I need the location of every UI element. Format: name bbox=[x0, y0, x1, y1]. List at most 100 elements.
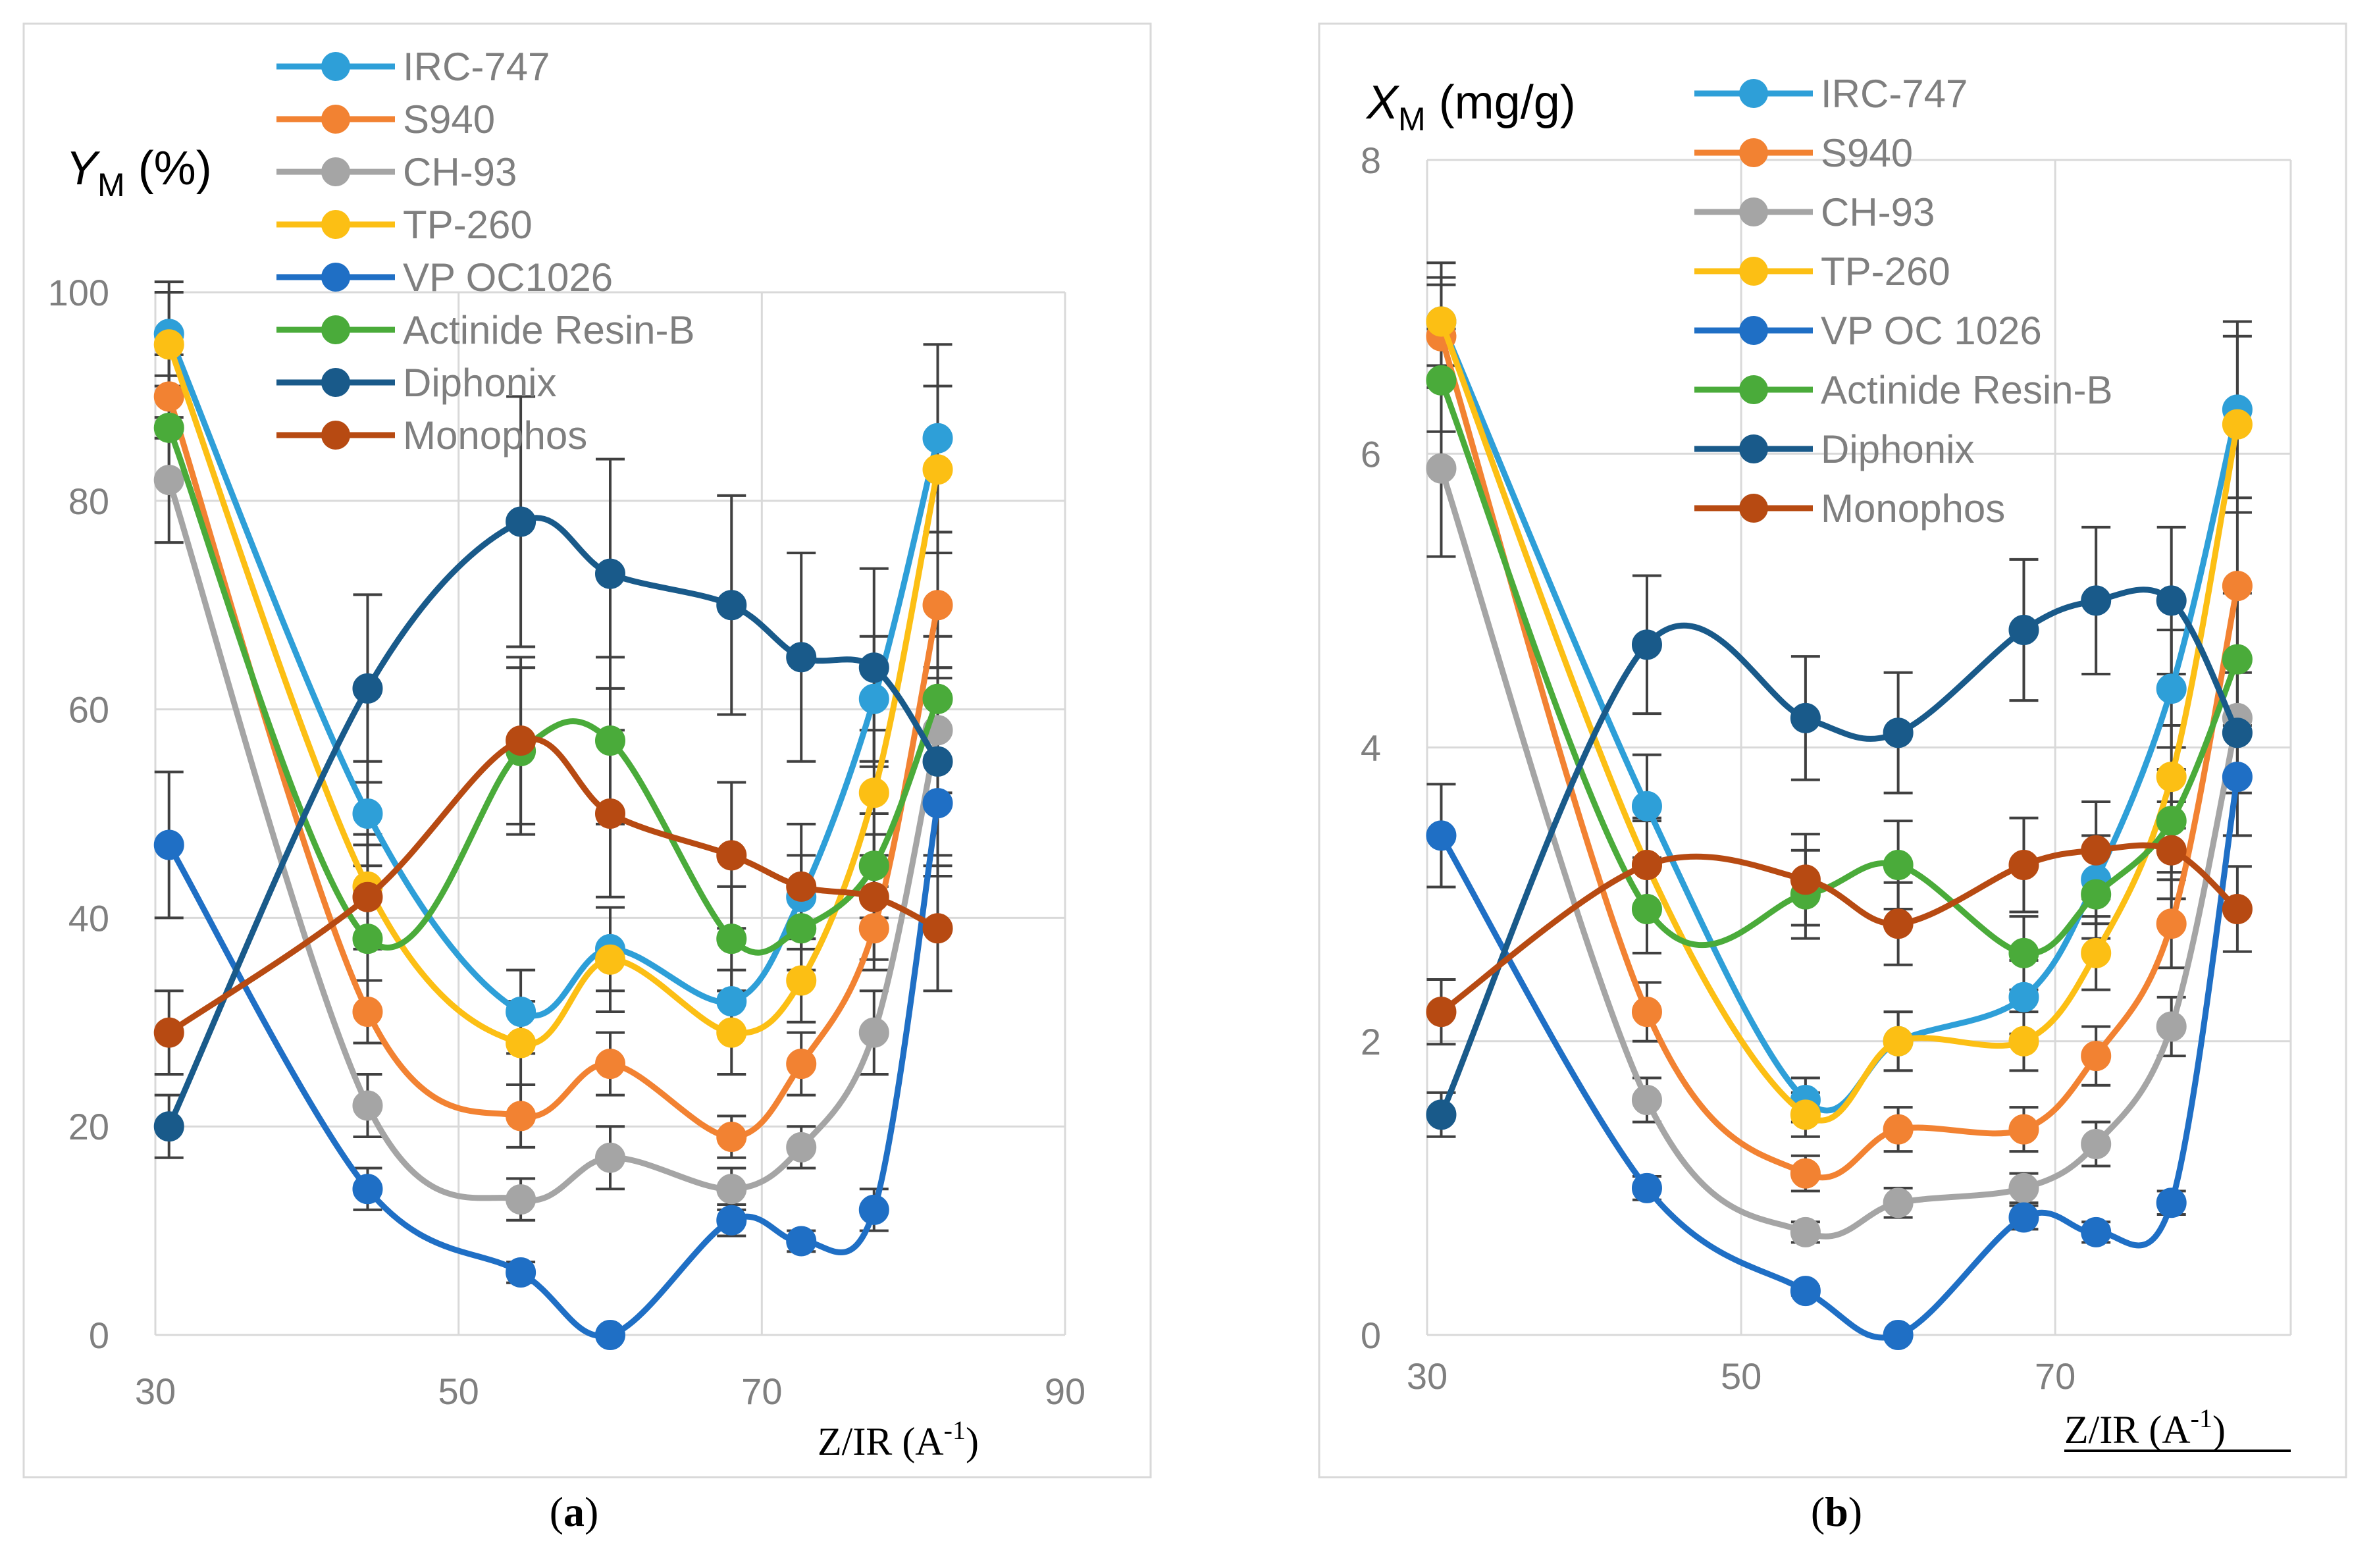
series-monophos bbox=[1426, 835, 2253, 1028]
data-point bbox=[595, 798, 625, 829]
data-point bbox=[922, 746, 953, 777]
data-point bbox=[2081, 1041, 2112, 1072]
x-axis-label-sup: -1 bbox=[2191, 1403, 2212, 1433]
data-point bbox=[1426, 306, 1457, 337]
legend-label: TP-260 bbox=[1821, 249, 1950, 294]
x-axis-label: Z/IR (A-1) bbox=[2064, 1403, 2226, 1451]
x-tick-label: 70 bbox=[741, 1371, 782, 1412]
legend-label: S940 bbox=[1821, 131, 1913, 175]
x-tick-label: 50 bbox=[438, 1371, 479, 1412]
data-point bbox=[506, 506, 536, 537]
legend-label: Actinide Resin-B bbox=[403, 308, 695, 352]
data-point bbox=[1426, 365, 1457, 396]
y-tick-label: 80 bbox=[68, 481, 109, 522]
series-tp-260 bbox=[153, 329, 953, 1058]
y-tick-label: 2 bbox=[1361, 1021, 1381, 1062]
data-point bbox=[1883, 1188, 1914, 1218]
data-point bbox=[506, 1101, 536, 1132]
data-point bbox=[352, 996, 383, 1027]
data-point bbox=[2222, 409, 2253, 440]
data-point bbox=[2156, 762, 2187, 793]
x-axis-label-main: Z/IR (A bbox=[2064, 1408, 2191, 1451]
data-point bbox=[352, 798, 383, 829]
data-point bbox=[858, 913, 889, 944]
legend-label: S940 bbox=[403, 97, 495, 142]
data-point bbox=[716, 1122, 747, 1153]
data-point bbox=[922, 913, 953, 944]
data-point bbox=[153, 412, 184, 443]
legend-marker bbox=[321, 105, 350, 134]
legend-marker bbox=[1739, 138, 1768, 167]
data-point bbox=[2156, 908, 2187, 939]
y-tick-label: 20 bbox=[68, 1106, 109, 1147]
series-vp-oc1026 bbox=[153, 788, 953, 1350]
data-point bbox=[1631, 997, 1662, 1028]
panel-caption: (a) bbox=[550, 1488, 599, 1535]
y-axis-label-sub: M bbox=[1398, 101, 1426, 138]
data-point bbox=[506, 1028, 536, 1058]
y-axis-label-sub: M bbox=[97, 167, 125, 203]
data-point bbox=[2008, 615, 2039, 645]
data-point bbox=[153, 329, 184, 360]
legend-label: VP OC 1026 bbox=[1821, 309, 2042, 353]
legend-marker bbox=[321, 421, 350, 450]
data-point bbox=[858, 850, 889, 881]
data-point bbox=[352, 924, 383, 954]
data-point bbox=[1631, 791, 1662, 822]
x-axis-label-sup: -1 bbox=[944, 1415, 966, 1445]
panel-caption: (b) bbox=[1811, 1488, 1862, 1535]
data-point bbox=[2222, 718, 2253, 748]
data-point bbox=[1790, 702, 1821, 733]
data-point bbox=[858, 1194, 889, 1225]
legend-marker bbox=[321, 52, 350, 81]
data-point bbox=[352, 1174, 383, 1205]
legend-marker bbox=[1739, 316, 1768, 345]
data-point bbox=[2222, 644, 2253, 675]
data-point bbox=[2081, 1216, 2112, 1247]
data-point bbox=[716, 1174, 747, 1205]
data-point bbox=[786, 642, 817, 673]
x-tick-label: 30 bbox=[1407, 1355, 1448, 1397]
data-point bbox=[922, 590, 953, 621]
legend-label: Actinide Resin-B bbox=[1821, 368, 2113, 412]
data-point bbox=[1883, 908, 1914, 939]
data-point bbox=[595, 558, 625, 589]
legend-marker bbox=[1739, 79, 1768, 108]
data-point bbox=[153, 381, 184, 412]
data-point bbox=[1790, 1158, 1821, 1189]
series-line bbox=[1438, 587, 2241, 1118]
data-point bbox=[2008, 1114, 2039, 1145]
data-point bbox=[153, 829, 184, 860]
data-point bbox=[153, 1017, 184, 1048]
data-point bbox=[2008, 1202, 2039, 1233]
legend-marker bbox=[321, 315, 350, 344]
data-point bbox=[716, 590, 747, 621]
data-point bbox=[716, 1017, 747, 1048]
series-diphonix bbox=[1426, 585, 2253, 1130]
data-point bbox=[506, 725, 536, 756]
data-point bbox=[922, 788, 953, 819]
y-axis-label-main: X bbox=[1365, 76, 1400, 129]
series-line bbox=[1438, 773, 2241, 1341]
data-point bbox=[1631, 1172, 1662, 1203]
data-point bbox=[352, 881, 383, 912]
y-tick-label: 100 bbox=[48, 272, 109, 313]
data-point bbox=[716, 986, 747, 1017]
data-point bbox=[858, 1017, 889, 1048]
data-point bbox=[786, 1226, 817, 1257]
data-point bbox=[1426, 453, 1457, 484]
legend-marker bbox=[321, 157, 350, 186]
data-point bbox=[1790, 1216, 1821, 1247]
data-point bbox=[1790, 1099, 1821, 1130]
data-point bbox=[1883, 1026, 1914, 1057]
series-monophos bbox=[153, 725, 953, 1048]
data-point bbox=[858, 683, 889, 714]
data-point bbox=[922, 423, 953, 454]
x-tick-label: 50 bbox=[1721, 1355, 1762, 1397]
legend-label: Diphonix bbox=[1821, 427, 1974, 471]
legend-label: IRC-747 bbox=[403, 45, 550, 89]
data-point bbox=[595, 944, 625, 975]
data-point bbox=[595, 1142, 625, 1173]
data-point bbox=[595, 725, 625, 756]
